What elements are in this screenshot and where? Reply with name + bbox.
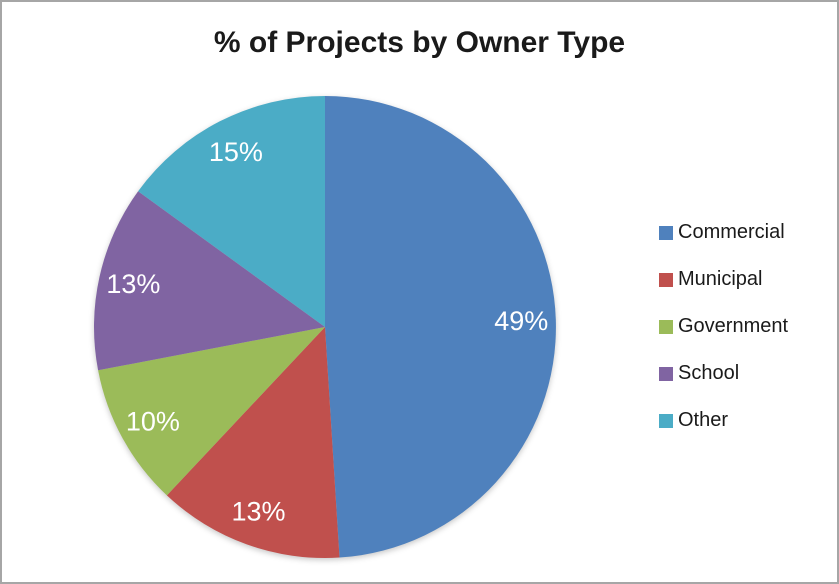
legend-label-school: School (678, 362, 740, 384)
pie-slice-municipal (166, 327, 340, 558)
legend: Commercial Municipal Government School Other (659, 209, 788, 444)
data-label-other: 15% (209, 137, 263, 167)
legend-marker-other (659, 413, 673, 428)
legend-item-commercial: Commercial (659, 209, 788, 256)
legend-label-government: Government (678, 315, 789, 337)
pie-slice-commercial (325, 96, 556, 558)
legend-marker-municipal (659, 272, 673, 287)
pie-slice-school (93, 191, 325, 371)
data-label-school: 13% (106, 269, 160, 299)
data-label-government: 10% (126, 407, 180, 437)
legend-item-school: School (659, 350, 788, 397)
pie-slice-other (138, 96, 325, 327)
legend-marker-school (659, 366, 673, 381)
legend-label-other: Other (678, 409, 729, 431)
legend-item-other: Other (659, 397, 788, 444)
legend-item-government: Government (659, 303, 788, 350)
chart-title: % of Projects by Owner Type (213, 26, 626, 59)
pie-data-labels: 49% 13% 10% 13% 15% (106, 137, 548, 527)
legend-label-municipal: Municipal (678, 268, 763, 290)
legend-marker-government (659, 319, 673, 334)
legend-label-commercial: Commercial (678, 221, 785, 243)
data-label-municipal: 13% (231, 497, 285, 527)
pie-slices (93, 96, 556, 558)
legend-marker-commercial (659, 225, 673, 240)
data-label-commercial: 49% (494, 306, 548, 336)
pie-slice-government (98, 327, 325, 496)
legend-item-municipal: Municipal (659, 256, 788, 303)
